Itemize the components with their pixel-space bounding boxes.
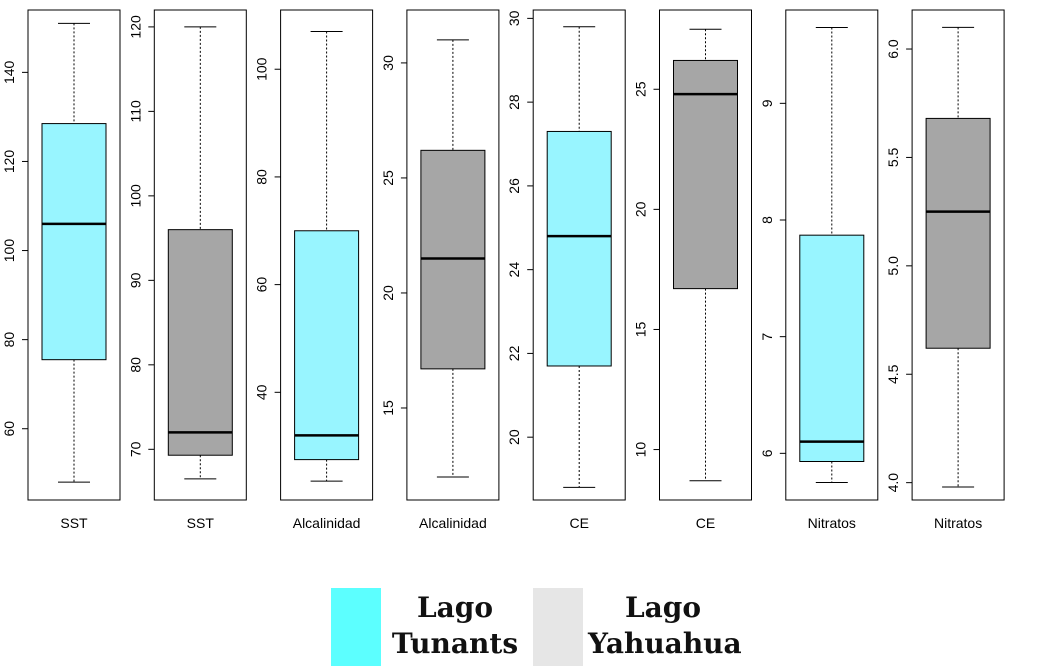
y-tick-label-ce-yahuahua-10: 10 [633,442,649,458]
y-tick-label-alcalinidad-yahuahua-20: 20 [380,285,396,301]
y-tick-label-sst-yahuahua-120: 120 [127,15,143,39]
y-tick-label-alcalinidad-tunants-100: 100 [254,57,270,81]
panel-frame-alcalinidad-tunants [280,9,374,501]
y-tick-label-ce-yahuahua-25: 25 [633,81,649,97]
y-tick-label-sst-yahuahua-80: 80 [127,357,143,373]
iqr-box-alcalinidad-tunants [294,230,360,461]
boxplot-panels: 60 80 100 120 140 SST 70 80 90 100 110 120 SST 40 60 80… [1,9,1005,531]
category-label-alcalinidad-yahuahua: Alcalinidad [419,515,487,531]
y-tick-label-ce-tunants-28: 28 [506,94,522,110]
y-tick-label-nitratos-tunants-9: 9 [759,99,775,107]
y-tick-label-alcalinidad-yahuahua-15: 15 [380,400,396,416]
y-tick-label-nitratos-tunants-8: 8 [759,216,775,224]
iqr-box-ce-yahuahua [673,59,738,290]
panel-frame-sst-yahuahua [153,9,247,501]
iqr-box-nitratos-yahuahua [925,117,991,349]
y-tick-label-sst-yahuahua-100: 100 [127,184,143,208]
panel-frame-sst-tunants [27,9,121,501]
y-tick-label-sst-yahuahua-90: 90 [127,272,143,288]
y-tick-label-sst-yahuahua-110: 110 [127,100,143,123]
legend-label-tunants: Lago Tunants [380,590,530,662]
y-tick-label-alcalinidad-tunants-60: 60 [254,277,270,293]
category-label-nitratos-yahuahua: Nitratos [934,515,982,531]
y-tick-label-sst-tunants-100: 100 [1,239,17,263]
category-label-nitratos-tunants: Nitratos [808,515,856,531]
y-tick-label-ce-tunants-22: 22 [506,345,522,361]
iqr-box-nitratos-tunants [799,234,865,462]
y-tick-label-alcalinidad-tunants-80: 80 [254,169,270,185]
y-tick-label-sst-tunants-140: 140 [1,60,17,84]
y-tick-label-ce-tunants-20: 20 [506,429,522,445]
y-tick-label-nitratos-tunants-7: 7 [759,333,775,341]
category-label-alcalinidad-tunants: Alcalinidad [293,515,361,531]
panel-frame-ce-tunants [532,9,626,501]
y-tick-label-nitratos-yahuahua-4: 4.0 [885,473,901,493]
y-tick-label-nitratos-tunants-6: 6 [759,449,775,457]
panel-frame-ce-yahuahua [659,9,752,501]
category-label-ce-tunants: CE [569,515,588,531]
legend-swatch-yahuahua [533,588,583,666]
category-label-sst-yahuahua: SST [187,515,215,531]
legend-label-yahuahua-line2: Yahuahua [588,627,742,660]
y-tick-label-alcalinidad-tunants-40: 40 [254,384,270,400]
legend: Lago Tunants Lago Yahuahua [0,588,1047,668]
y-tick-label-ce-tunants-30: 30 [506,10,522,26]
y-tick-label-sst-tunants-80: 80 [1,332,17,348]
y-tick-label-ce-tunants-26: 26 [506,178,522,194]
legend-label-tunants-line1: Lago [416,591,494,624]
category-label-ce-yahuahua: CE [696,515,715,531]
y-tick-label-sst-yahuahua-70: 70 [127,441,143,457]
y-tick-label-ce-tunants-24: 24 [506,262,522,278]
y-tick-label-sst-tunants-60: 60 [1,421,17,437]
y-tick-label-nitratos-yahuahua-5: 5.0 [885,256,901,276]
y-tick-label-nitratos-yahuahua-6: 6.0 [885,39,901,59]
legend-label-yahuahua-line1: Lago [624,591,702,624]
legend-swatch-tunants [331,588,381,666]
y-tick-label-ce-yahuahua-20: 20 [633,201,649,217]
iqr-box-ce-tunants [546,130,612,367]
legend-label-yahuahua: Lago Yahuahua [588,590,742,662]
y-tick-label-alcalinidad-yahuahua-30: 30 [380,55,396,71]
y-tick-label-alcalinidad-yahuahua-25: 25 [380,170,396,186]
y-tick-label-sst-tunants-120: 120 [1,150,17,174]
iqr-box-sst-tunants [41,123,107,361]
iqr-box-sst-yahuahua [167,229,233,456]
legend-label-tunants-line2: Tunants [391,627,519,660]
panel-frame-alcalinidad-yahuahua [406,9,500,501]
category-label-sst-tunants: SST [60,515,88,531]
y-tick-label-ce-yahuahua-15: 15 [633,321,649,337]
panel-frame-nitratos-yahuahua [911,9,1005,501]
y-tick-label-nitratos-yahuahua-4.5: 4.5 [885,364,901,384]
panel-frame-nitratos-tunants [785,9,879,501]
y-tick-label-nitratos-yahuahua-5.5: 5.5 [885,147,901,167]
